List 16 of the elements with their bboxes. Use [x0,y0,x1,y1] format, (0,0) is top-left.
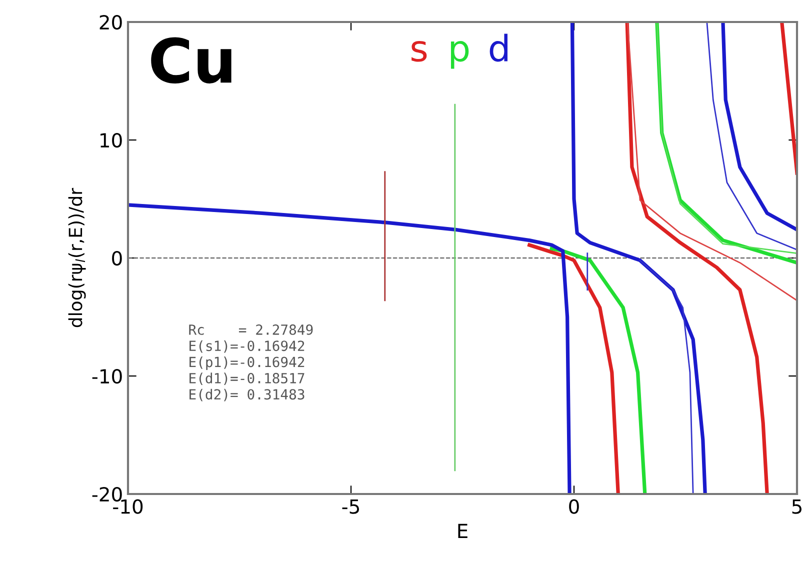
text: s [412,41,427,62]
y-tick-label: 0 [112,250,122,266]
y-tick-label: -10 [92,368,122,384]
annotation: Rc = 2.27849 E(s1)=-0.16942 E(p1)=-0.16942 E(d1)=-0.18517 E(d2)= 0.31483 [189,324,313,402]
series-label: d [490,34,508,62]
x-axis-title: E [458,524,468,538]
y-axis-title: dlog(rψ$_{l}$(r,E))/dr [68,188,86,328]
annotation: Cu [151,37,232,84]
line-series [626,22,797,302]
x-tick-label: 5 [792,499,802,514]
y-tick-label: 20 [100,14,122,30]
y-tick-label: 10 [100,132,122,148]
x-tick-label: -5 [342,499,359,514]
x-tick-label: 0 [569,499,579,514]
text: p [450,41,469,69]
line-series [656,22,797,254]
